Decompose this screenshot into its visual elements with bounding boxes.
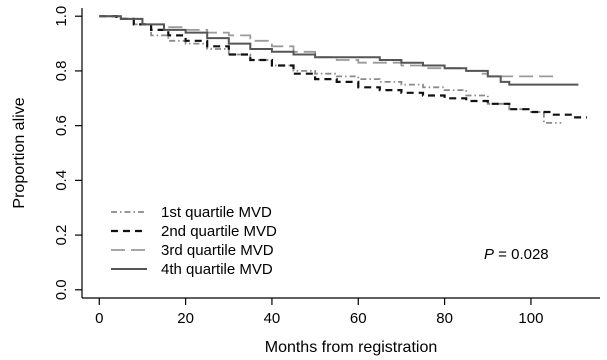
y-tick-label: 0.6 [53, 115, 70, 136]
p-value-number: = 0.028 [494, 246, 549, 263]
axes [81, 8, 600, 299]
x-tick-label: 60 [350, 310, 367, 327]
legend-label-1: 1st quartile MVD [161, 204, 272, 221]
legend-label-2: 2nd quartile MVD [161, 223, 277, 240]
p-value-annotation: P = 0.028 [484, 246, 549, 263]
y-tick-label: 0.0 [53, 279, 70, 300]
series-layer [99, 15, 587, 124]
tick-marks [75, 15, 532, 305]
y-tick-label: 0.8 [53, 60, 70, 81]
y-tick-label: 1.0 [53, 6, 70, 27]
x-axis-label: Months from registration [265, 339, 438, 356]
tick-labels: 0 20 40 60 80 100 0.0 0.2 0.4 0.6 0.8 1.0 [53, 6, 543, 327]
legend-label-3: 3rd quartile MVD [161, 242, 274, 259]
x-tick-label: 20 [177, 310, 194, 327]
legend-label-4: 4th quartile MVD [161, 261, 273, 278]
x-tick-label: 80 [436, 310, 453, 327]
y-axis-label: Proportion alive [11, 97, 28, 208]
legend: 1st quartile MVD 2nd quartile MVD 3rd quar… [111, 204, 277, 278]
series-line-4 [99, 15, 579, 86]
x-tick-label: 40 [264, 310, 281, 327]
p-value-symbol: P [484, 246, 494, 263]
x-tick-label: 0 [95, 310, 103, 327]
series-line-2 [99, 15, 587, 119]
x-tick-label: 100 [518, 310, 543, 327]
series-line-1 [99, 15, 562, 124]
y-tick-label: 0.2 [53, 225, 70, 246]
series-line-3 [99, 15, 557, 78]
y-tick-label: 0.4 [53, 170, 70, 191]
